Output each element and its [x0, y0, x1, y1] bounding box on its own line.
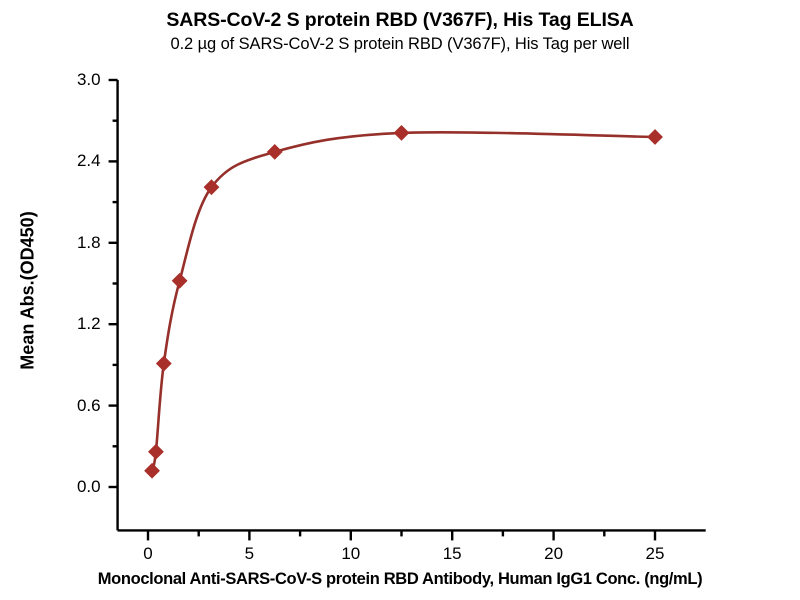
y-tick-label-4: 2.4 [76, 151, 101, 171]
y-axis-title: Mean Abs.(OD450) [17, 211, 38, 370]
data-point-marker-0 [144, 462, 160, 479]
data-point-marker-2 [155, 355, 172, 372]
x-tick-label-3: 15 [442, 544, 462, 564]
data-point-marker-4 [203, 179, 220, 196]
series-line-0 [150, 130, 657, 473]
x-tick-label-0: 0 [143, 544, 153, 564]
y-tick-label-0: 0.0 [76, 477, 101, 496]
y-tick-label-3: 1.8 [76, 232, 101, 252]
data-point-marker-7 [647, 129, 663, 145]
data-point-marker-1 [148, 443, 164, 460]
data-point-marker-3 [171, 272, 188, 289]
x-axis-title: Monoclonal Anti-SARS-CoV-S protein RBD A… [97, 570, 703, 588]
data-series-group [144, 124, 663, 479]
data-point-marker-6 [393, 124, 410, 141]
y-tick-label-5: 3.0 [76, 69, 101, 89]
x-tick-label-2: 10 [341, 544, 361, 564]
axes-group [108, 78, 706, 541]
y-tick-label-2: 1.2 [76, 314, 101, 334]
x-tick-label-5: 25 [645, 544, 665, 564]
y-tick-label-1: 0.6 [76, 395, 101, 415]
x-tick-label-1: 5 [244, 544, 255, 564]
x-tick-label-4: 20 [544, 544, 564, 564]
data-point-marker-5 [266, 143, 283, 160]
